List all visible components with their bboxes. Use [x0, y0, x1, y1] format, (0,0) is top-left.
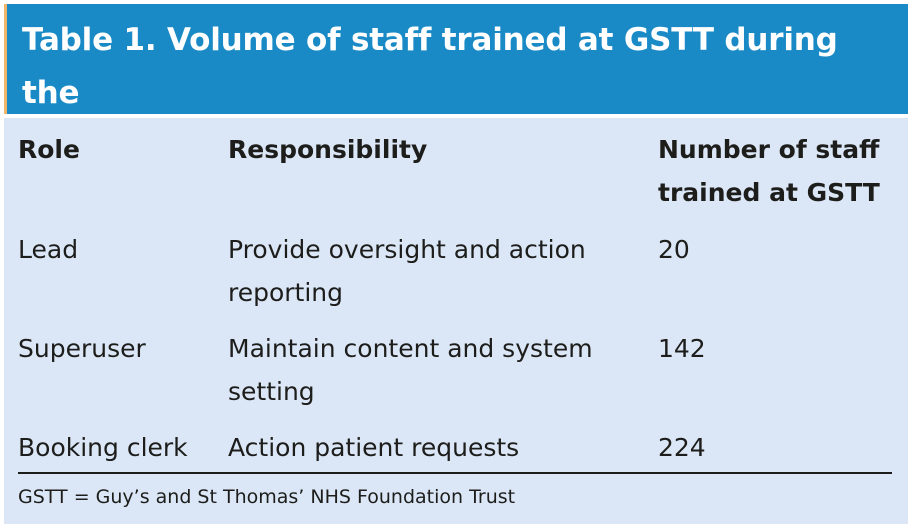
table-title-line-1: Table 1. Volume of staff trained at GSTT… [22, 22, 838, 111]
row-booking-clerk-count: 224 [658, 433, 706, 462]
row-booking-clerk-responsibility: Action patient requests [228, 433, 520, 462]
row-booking-clerk-role: Booking clerk [18, 433, 188, 462]
row-superuser-role: Superuser [18, 334, 146, 363]
row-superuser-responsibility-line-1: Maintain content and system [228, 334, 593, 363]
row-lead-responsibility-line-1: Provide oversight and action [228, 235, 586, 264]
table-title: Table 1. Volume of staff trained at GSTT… [22, 14, 892, 173]
row-lead-count: 20 [658, 235, 690, 264]
header-number-trained-line-2: trained at GSTT [658, 178, 880, 207]
table-footnote: GSTT = Guy’s and St Thomas’ NHS Foundati… [18, 486, 516, 508]
header-number-trained-line-1: Number of staff [658, 135, 880, 164]
staff-training-table: Role Responsibility Number of staff trai… [4, 118, 908, 524]
row-superuser-responsibility-line-2: setting [228, 377, 315, 406]
row-lead-responsibility-line-2: reporting [228, 278, 344, 307]
table-bottom-rule [18, 472, 892, 474]
header-role: Role [18, 135, 80, 164]
header-responsibility: Responsibility [228, 135, 428, 164]
row-lead-role: Lead [18, 235, 79, 264]
row-superuser-count: 142 [658, 334, 706, 363]
table-title-bar: Table 1. Volume of staff trained at GSTT… [4, 4, 908, 164]
